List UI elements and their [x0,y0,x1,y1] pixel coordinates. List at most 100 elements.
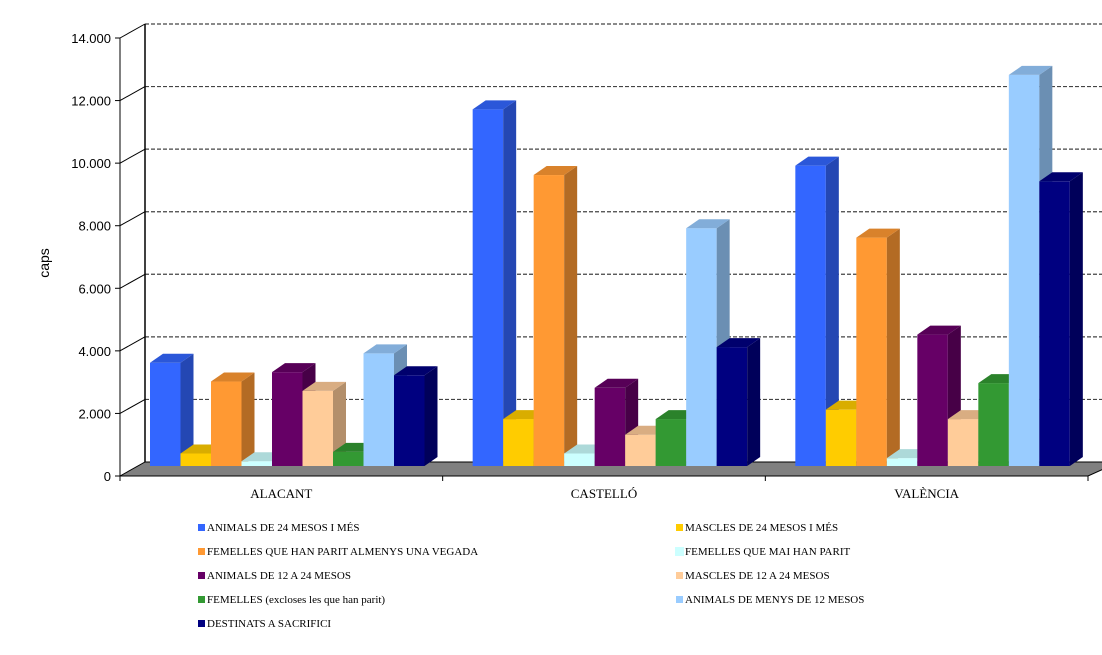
bar-front [1039,181,1070,467]
legend-item: DESTINATS A SACRIFICI [198,618,331,631]
legend-swatch [676,596,683,603]
bar-front [886,458,918,466]
gridline-side [119,86,146,102]
bar [1039,172,1083,467]
y-tick-label: 2.000 [78,406,111,421]
y-tick-label: 12.000 [71,94,111,109]
bar-top [917,325,961,335]
bar-front [655,419,687,466]
gridline-side [119,23,146,39]
bar-front [625,434,656,466]
legend-swatch [198,596,205,603]
y-tick-label: 6.000 [78,281,111,296]
legend-label: MASCLES DE 24 MESOS I MÉS [685,522,839,534]
x-category-labels: ALACANT CASTELLÓ VALÈNCIA [119,476,1089,501]
y-tick-label: 4.000 [78,344,111,359]
gridlines [119,23,1102,414]
bar [533,166,578,467]
bar-front [180,453,211,466]
bar [302,381,346,466]
bar-front [825,409,857,466]
bar-top [272,363,316,373]
bar-top [856,228,900,238]
y-axis-label: caps [36,248,52,278]
y-tick-label: 0 [104,469,111,484]
y-tick-label: 14.000 [71,31,111,46]
bar [472,100,517,466]
bar-top [533,166,578,176]
bar-front [947,419,979,466]
bar-front [564,453,595,466]
bar-top [211,372,255,382]
y-tick-label: 10.000 [71,156,111,171]
legend-label: FEMELLES (excloses les que han parit) [207,594,386,606]
bar-top [1008,65,1053,75]
bar-front [594,387,626,466]
bar [211,372,255,466]
y-tick-labels: 0 2.000 4.000 6.000 8.000 10.000 12.000 14.000 [71,31,120,484]
axes [119,24,1088,477]
bar-front [795,165,826,466]
gridline-side [119,398,146,414]
legend-item: MASCLES DE 12 A 24 MESOS [676,570,830,583]
bar-top [302,381,346,391]
bar-front [394,375,425,466]
bar-side [503,100,517,466]
bars [150,65,1083,467]
bar-side [333,381,346,466]
bar-front [302,390,333,466]
bar-front [241,461,272,466]
legend-item: FEMELLES QUE HAN PARIT ALMENYS UNA VEGAD… [198,546,478,559]
x-category-label: CASTELLÓ [571,486,637,501]
gridline-side [119,273,146,289]
legend-label: MASCLES DE 12 A 24 MESOS [685,570,830,582]
bar-front [716,347,748,466]
legend-swatch [676,572,683,579]
legend-swatch [676,524,683,531]
bar-front [272,372,303,466]
bar-front [150,362,181,466]
legend-swatch [198,548,205,555]
bar-top [150,353,194,363]
bar-front [472,109,504,466]
bar-side [825,156,839,466]
bar [716,338,761,466]
bar-top [594,378,639,388]
gridline-side [119,148,146,164]
legend-label: ANIMALS DE 12 A 24 MESOS [207,570,351,582]
legend-label: ANIMALS DE MENYS DE 12 MESOS [685,594,865,606]
legend-label: FEMELLES QUE HAN PARIT ALMENYS UNA VEGAD… [207,546,479,558]
bar-front [1008,74,1040,466]
bar [394,366,438,466]
legend-label: DESTINATS A SACRIFICI [207,618,332,630]
bar-top [1039,172,1083,182]
legend-label: FEMELLES QUE MAI HAN PARIT [685,546,851,558]
legend-swatch [198,620,205,627]
legend-swatch [675,547,684,556]
bar-side [424,366,438,466]
legend-item: MASCLES DE 24 MESOS I MÉS [676,522,838,535]
x-category-label: ALACANT [250,486,312,501]
bar-front [978,383,1009,466]
bar-side [564,166,578,467]
legend-label: ANIMALS DE 24 MESOS I MÉS [207,522,360,534]
legend-item: ANIMALS DE MENYS DE 12 MESOS [676,594,864,607]
x-category-label: VALÈNCIA [894,486,959,501]
legend-item: ANIMALS DE 12 A 24 MESOS [198,570,351,583]
bar-top [686,219,730,229]
bar-top [363,344,407,354]
legend-item: FEMELLES (excloses les que han parit) [198,594,385,607]
bar [795,156,839,466]
bar-front [211,381,242,466]
gridline-side [119,336,146,352]
bar [856,228,900,466]
bar [150,353,194,466]
bar-front [533,175,565,467]
bar-top [795,156,839,166]
legend-swatch [198,524,205,531]
y-tick-label: 8.000 [78,219,111,234]
legend-item: ANIMALS DE 24 MESOS I MÉS [198,522,360,535]
bar-side [886,228,900,466]
gridline-side [119,211,146,227]
